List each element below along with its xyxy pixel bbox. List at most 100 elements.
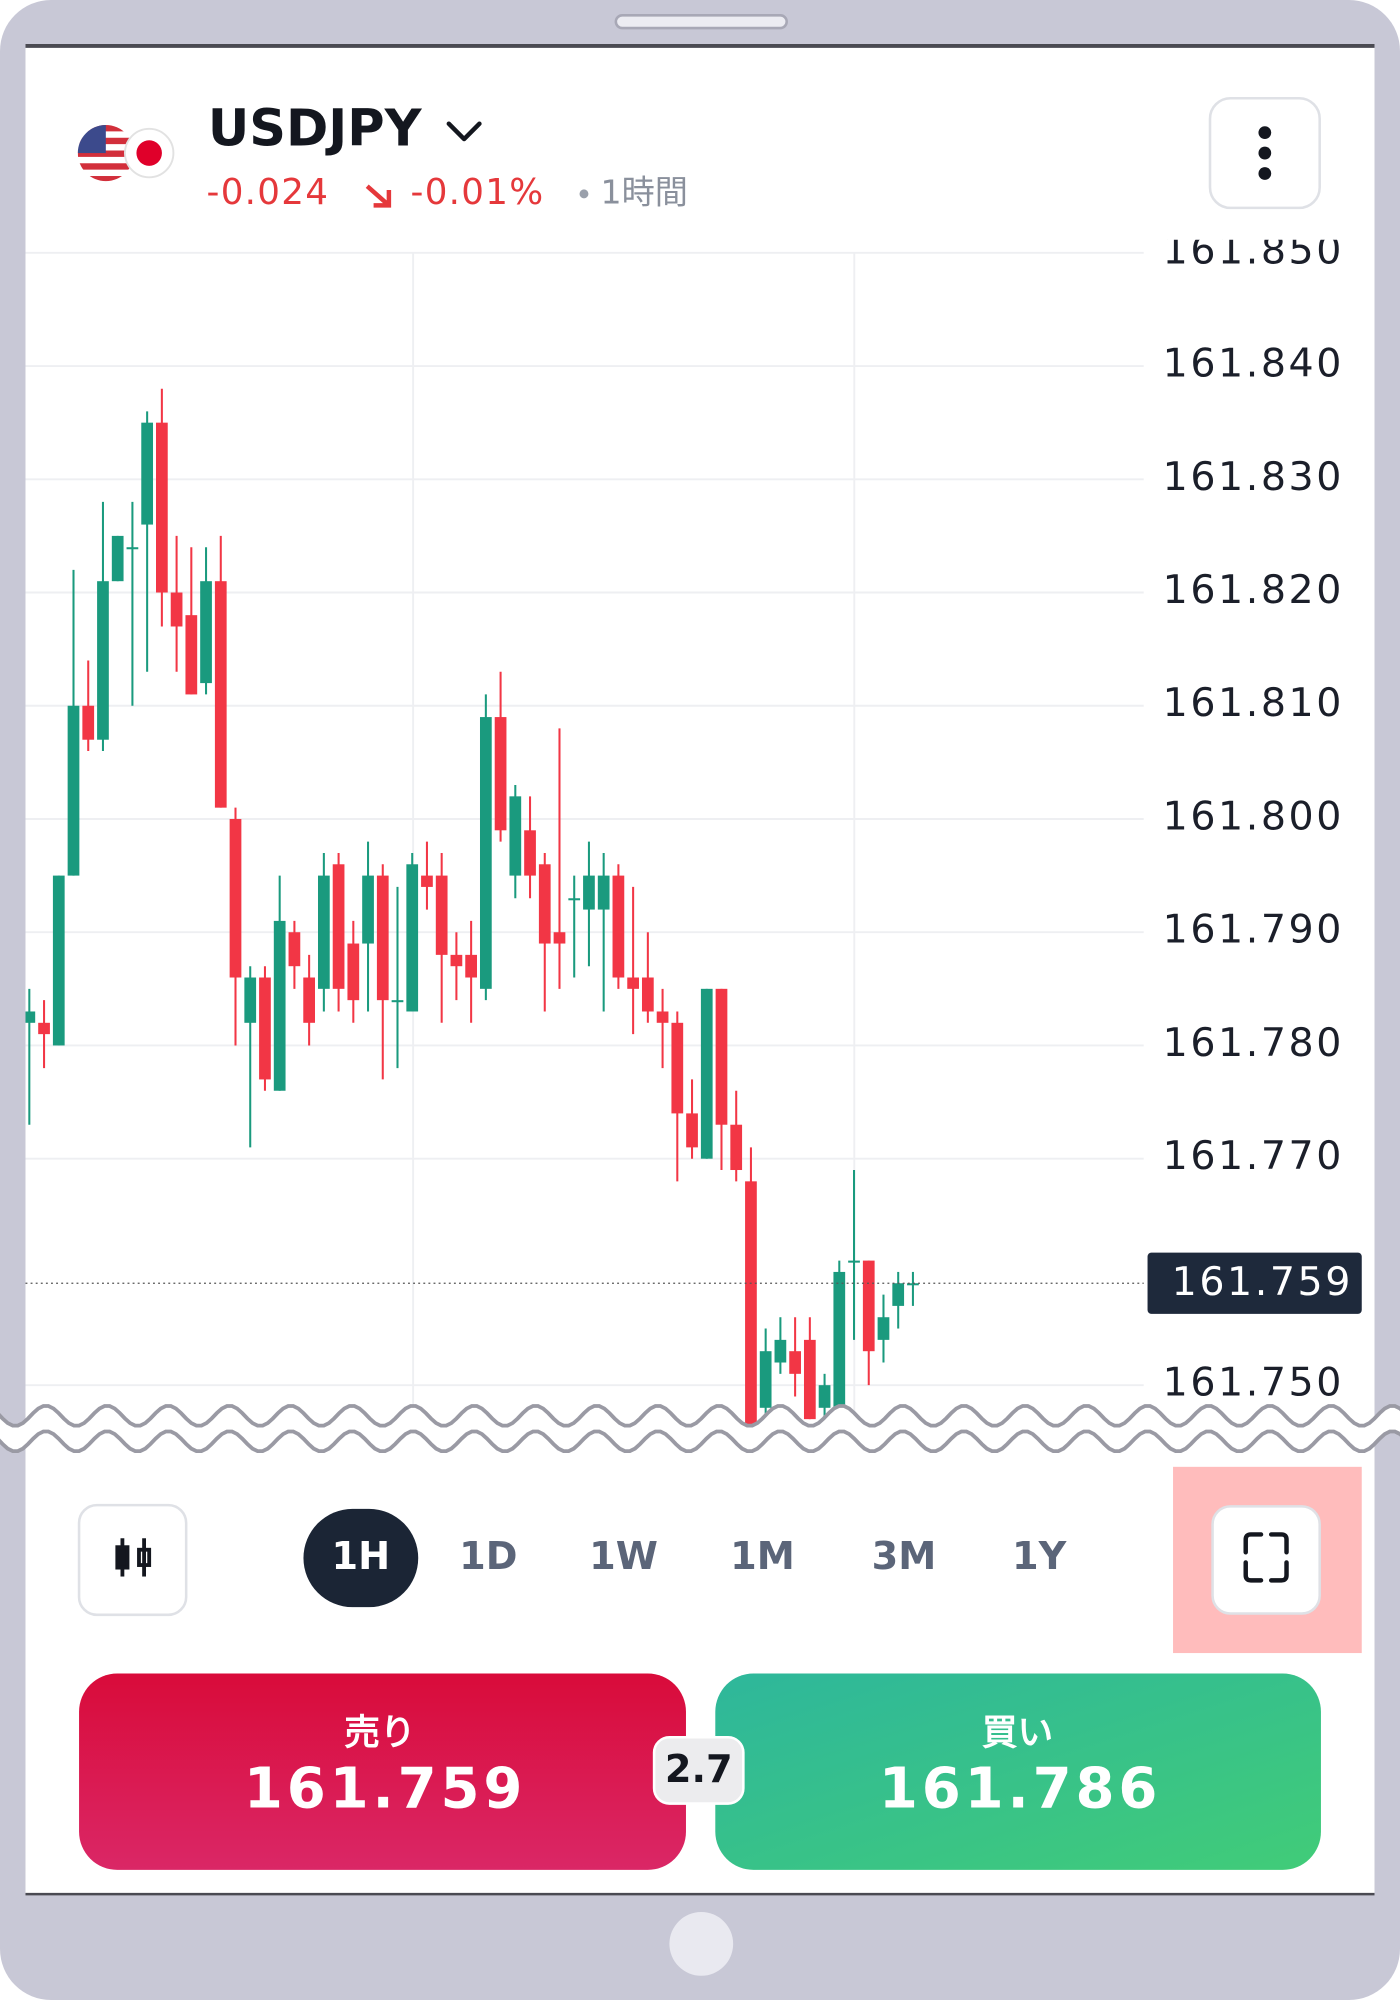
separator-dot [579,189,589,199]
candle-body [509,796,522,876]
candle-body [332,864,345,989]
timeframe-button[interactable]: 1H [332,1534,391,1579]
candle-body [627,977,639,989]
candle-body [538,864,551,944]
candle-body [273,920,286,1091]
timeframe-button[interactable]: 3M [872,1534,937,1579]
timeframe-selected [303,1508,419,1608]
candle-body [200,581,212,684]
chart-type-button[interactable] [77,1503,188,1617]
buy-price: 161.786 [879,1757,1161,1822]
y-tick-label: 161.770 [1163,1133,1344,1179]
price-change-percent: -0.01% [411,172,545,213]
candle-body [759,1351,772,1408]
sell-label: 売り [344,1713,415,1754]
candle-body [479,717,492,989]
interval: 1時間 [601,172,688,211]
candle-body [141,422,154,525]
candle-body [715,988,728,1125]
candle-body [421,875,433,887]
home-button [669,1911,734,1976]
price-change: -0.024 [207,172,330,213]
plot [25,388,1144,1429]
candle-body [229,818,242,978]
candle-body [568,898,581,901]
cut-line [0,1429,1400,1454]
candle-body [612,875,625,978]
candle-body [686,1113,698,1148]
candle-body [450,954,463,967]
candle-body [303,977,315,1023]
y-tick-label: 161.800 [1163,793,1344,839]
cut-line [0,1404,1400,1428]
candle-body [435,875,448,955]
candle-body [862,1260,875,1352]
symbol[interactable]: USDJPY [208,99,423,158]
candle-body [892,1283,905,1306]
candle-body [656,1011,669,1023]
speaker [614,14,788,30]
candle-body [494,717,507,831]
cut-edge [0,1404,1400,1454]
timeframe-button[interactable]: 1D [459,1534,517,1579]
candle-body [244,977,257,1023]
candle-body [156,422,168,593]
candle-body [391,1000,404,1003]
candle-body [97,581,109,740]
candle-body [803,1339,816,1420]
y-tick-label: 161.850 [1163,227,1344,273]
screen [25,44,1375,1895]
symbol-dropdown[interactable] [446,121,482,142]
candle-body [700,988,713,1159]
candle-body [833,1271,846,1408]
spread: 2.7 [665,1747,733,1792]
candle-body [317,875,330,989]
fullscreen-button[interactable] [1211,1505,1321,1615]
cut-fill [0,1405,1400,1452]
y-tick-label: 161.780 [1163,1020,1344,1066]
buy-label: 買い [982,1713,1053,1754]
candle-body [907,1283,919,1286]
candle-body [259,977,271,1080]
candle-body [376,875,389,1001]
timeframe-button[interactable]: 1W [589,1534,658,1579]
y-tick-label: 161.810 [1163,680,1344,726]
candle-body [38,1022,50,1035]
down-arrow [365,184,392,208]
timeframe-button[interactable]: 1Y [1012,1534,1068,1579]
chart-type-icon [115,1538,152,1577]
menu-dot [1258,167,1272,180]
sell-price: 161.759 [244,1757,526,1822]
last-price-label: 161.759 [1172,1259,1353,1305]
candle-body [597,875,610,910]
menu-dot [1258,146,1272,160]
candle-body [818,1385,831,1408]
candle-body [406,864,419,1012]
candle-body [52,875,65,1046]
candle-body [524,830,536,876]
timeframes: 1H 1D 1W 1M 3M 1Y [303,1508,1068,1608]
candle-body [774,1339,787,1363]
y-tick-label: 161.820 [1163,567,1344,613]
candle-body [671,1022,684,1114]
y-axis: 161.850 161.840 161.830 161.820 161.810 161.8… [1163,227,1344,1406]
candle-body [848,1260,860,1263]
candle-body [553,932,566,944]
timeframe-button[interactable]: 1M [730,1534,795,1579]
menu-dot [1258,126,1272,140]
candle-body [288,932,301,967]
candle-body [126,547,139,550]
fullscreen-icon [1243,1532,1289,1583]
candle-body [111,535,124,582]
candle-body [170,592,183,627]
candle-body [185,615,198,695]
candle-body [347,943,360,1001]
buy-button[interactable] [715,1673,1321,1870]
candle-body [465,954,477,978]
candle-body [67,705,80,876]
sell-button[interactable] [79,1673,686,1870]
y-tick-label: 161.830 [1163,454,1344,500]
candle-body [730,1124,743,1171]
